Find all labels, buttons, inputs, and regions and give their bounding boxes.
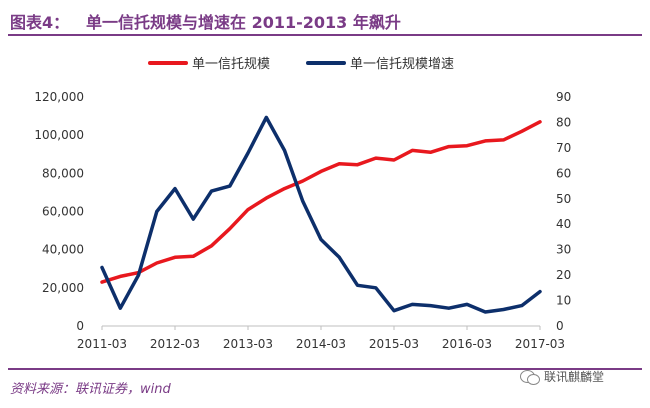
y-right-tick-label: 90 bbox=[556, 90, 571, 104]
series-line-growth bbox=[100, 115, 542, 314]
watermark-text: 联讯麒麟堂 bbox=[544, 370, 605, 384]
chart-title: 单一信托规模与增速在 2011-2013 年飙升 bbox=[86, 13, 401, 32]
legend-item-growth-label: 单一信托规模增速 bbox=[350, 57, 454, 72]
title-bar: 图表4： 单一信托规模与增速在 2011-2013 年飙升 bbox=[8, 4, 642, 36]
y-right-tick-label: 30 bbox=[556, 243, 571, 257]
wechat-icon bbox=[520, 369, 540, 385]
x-tick-label: 2011-03 bbox=[77, 337, 127, 351]
y-left-tick-label: 0 bbox=[76, 319, 84, 333]
x-tick-label: 2016-03 bbox=[442, 337, 492, 351]
legend-item-scale-label: 单一信托规模 bbox=[192, 57, 270, 72]
y-right-tick-label: 50 bbox=[556, 192, 571, 206]
x-tick-label: 2013-03 bbox=[223, 337, 273, 351]
figure-label: 图表4： bbox=[10, 13, 70, 32]
y-right-tick-label: 0 bbox=[556, 319, 564, 333]
x-tick-label: 2012-03 bbox=[150, 337, 200, 351]
x-tick-label: 2014-03 bbox=[296, 337, 346, 351]
x-tick-label: 2015-03 bbox=[369, 337, 419, 351]
y-left-tick-label: 20,000 bbox=[42, 281, 84, 295]
y-left-tick-label: 120,000 bbox=[34, 90, 84, 104]
y-right-tick-label: 60 bbox=[556, 166, 571, 180]
series-line-scale bbox=[100, 120, 542, 284]
y-left-tick-label: 40,000 bbox=[42, 243, 84, 257]
y-right-tick-label: 40 bbox=[556, 217, 571, 231]
y-right-tick-label: 10 bbox=[556, 294, 571, 308]
y-right-tick-label: 20 bbox=[556, 268, 571, 282]
y-left-tick-label: 100,000 bbox=[34, 128, 84, 142]
y-left-tick-label: 80,000 bbox=[42, 166, 84, 180]
y-right-tick-label: 70 bbox=[556, 141, 571, 155]
y-left-tick-label: 60,000 bbox=[42, 205, 84, 219]
x-tick-label: 2017-03 bbox=[515, 337, 565, 351]
source-note: 资料来源：联讯证券，wind bbox=[10, 382, 171, 397]
footer-divider bbox=[8, 368, 642, 370]
y-right-tick-label: 80 bbox=[556, 115, 571, 129]
watermark: 联讯麒麟堂 bbox=[520, 368, 604, 385]
